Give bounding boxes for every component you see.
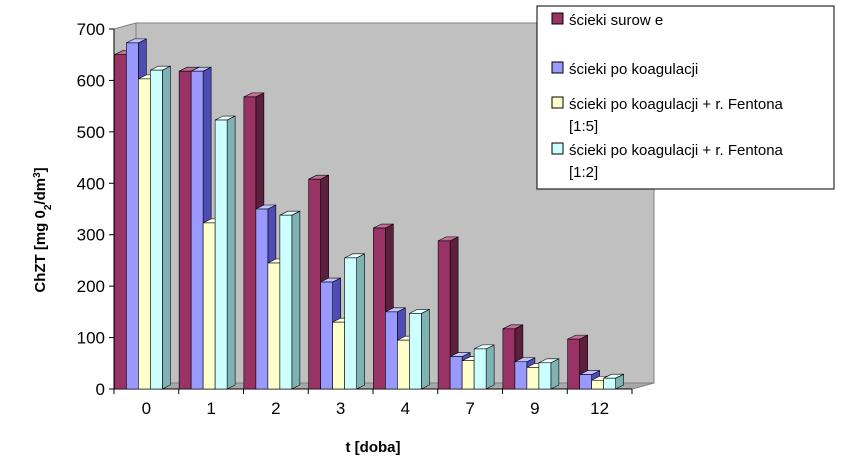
y-axis-title-sup: 3 xyxy=(32,172,43,178)
bar xyxy=(150,65,171,390)
bar-side xyxy=(485,344,495,390)
y-tick-label: 400 xyxy=(77,174,105,193)
bar-front xyxy=(385,311,398,390)
x-tick-label: 3 xyxy=(336,399,345,418)
bar xyxy=(344,253,365,390)
legend-label: ścieki surow e xyxy=(569,12,663,29)
bar xyxy=(603,373,624,390)
bar-side xyxy=(291,210,301,390)
bar-front xyxy=(344,257,357,390)
y-tick-label: 600 xyxy=(77,71,105,90)
x-tick-label: 7 xyxy=(465,399,474,418)
bar-front xyxy=(178,70,192,390)
bar-front xyxy=(243,96,257,390)
bar-front xyxy=(126,42,139,390)
x-tick-labels: 0 1 2 3 4 7 9 12 xyxy=(142,399,609,418)
bar-side xyxy=(550,358,560,390)
bar-front xyxy=(473,348,487,390)
bar-side xyxy=(226,115,236,390)
bar-front xyxy=(202,222,216,390)
x-axis-title: t [doba] xyxy=(346,439,401,456)
x-tick-label: 2 xyxy=(271,399,280,418)
bar-front xyxy=(332,321,345,390)
y-axis-title-mid: /dm xyxy=(32,178,49,205)
bars xyxy=(114,38,624,390)
bar-front xyxy=(449,356,463,390)
legend: ścieki surow e ścieki po koagulacji ścieki… xyxy=(536,5,835,190)
bar-front xyxy=(461,360,475,390)
bar-side xyxy=(421,308,430,390)
bar-front xyxy=(373,227,386,390)
bar-front xyxy=(255,208,269,390)
bar-front xyxy=(308,178,321,390)
legend-swatch xyxy=(551,12,564,25)
bar-front xyxy=(150,69,163,390)
bar-side xyxy=(162,65,171,390)
y-axis-title-end: ] xyxy=(32,167,49,172)
legend-swatch xyxy=(551,61,564,74)
bar xyxy=(473,344,495,390)
bar xyxy=(538,358,560,390)
bar xyxy=(214,115,236,390)
bar-front xyxy=(279,214,293,390)
bar-front xyxy=(214,119,228,390)
bar-side xyxy=(356,253,365,390)
bar-front xyxy=(514,361,528,390)
bar-front xyxy=(567,338,580,390)
y-tick-label: 200 xyxy=(77,277,105,296)
bar-front xyxy=(114,54,127,390)
bar-front xyxy=(320,281,333,390)
bar-front xyxy=(579,374,592,390)
legend-swatch xyxy=(551,142,564,155)
x-tick-label: 0 xyxy=(142,399,151,418)
y-axis-title-main: ChZT [mg 0 xyxy=(32,210,49,293)
bar-front xyxy=(502,328,516,390)
legend-label: ścieki po koagulacji + r. Fentona xyxy=(569,96,784,113)
legend-label: [1:5] xyxy=(569,118,598,135)
legend-label: ścieki po koagulacji xyxy=(569,61,698,78)
bar-front xyxy=(603,377,616,390)
y-tick-label: 500 xyxy=(77,123,105,142)
legend-swatch xyxy=(551,96,564,109)
bar-front xyxy=(397,339,410,390)
bar-front xyxy=(267,262,281,390)
bar-front xyxy=(409,313,422,390)
bar-front xyxy=(190,70,204,390)
y-tick-label: 100 xyxy=(77,329,105,348)
bar-front xyxy=(437,240,451,390)
y-tick-label: 0 xyxy=(96,380,105,399)
x-tick-label: 4 xyxy=(401,399,410,418)
bar xyxy=(409,308,430,390)
legend-label: [1:2] xyxy=(569,164,598,181)
x-tick-label: 1 xyxy=(206,399,215,418)
y-tick-label: 300 xyxy=(77,226,105,245)
y-axis-title-sub: 2 xyxy=(43,204,54,210)
bar-front xyxy=(138,78,151,390)
bar xyxy=(279,210,301,390)
y-tick-label: 700 xyxy=(77,20,105,39)
x-tick-label: 12 xyxy=(590,399,609,418)
bar xyxy=(437,236,459,390)
y-tick-labels: 0 100 200 300 400 500 600 700 xyxy=(77,20,105,399)
bar-front xyxy=(526,367,540,390)
legend-box xyxy=(536,5,835,190)
legend-label: ścieki po koagulacji + r. Fentona xyxy=(569,142,784,159)
bar-front xyxy=(538,362,552,390)
y-axis-title: ChZT [mg 02/dm3] xyxy=(32,167,54,292)
x-tick-label: 9 xyxy=(530,399,539,418)
bar-front xyxy=(591,379,604,390)
